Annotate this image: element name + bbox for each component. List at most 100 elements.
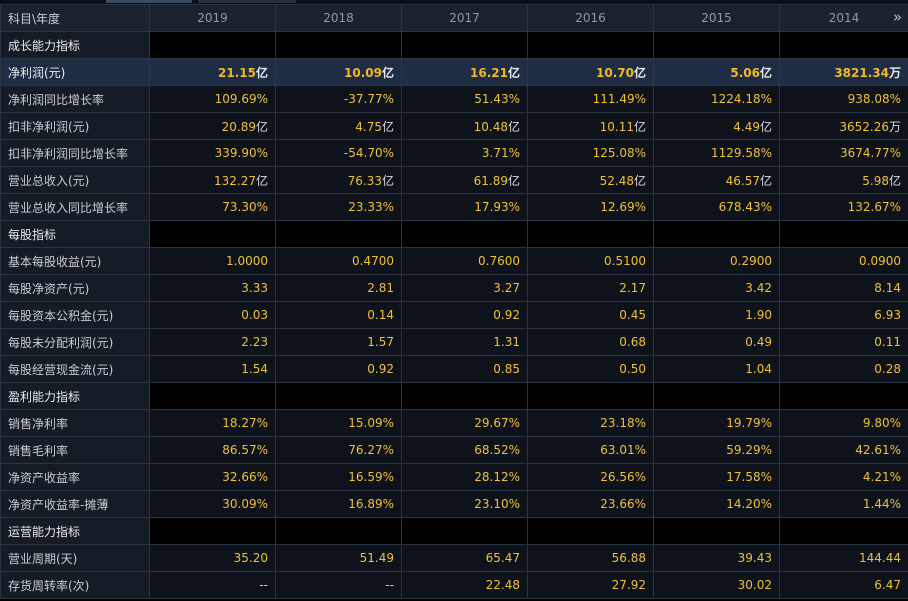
empty-cell <box>527 517 654 545</box>
cell-value: 3674.77% <box>839 146 901 160</box>
cell-value: 0.2900 <box>730 254 772 268</box>
value-cell: 339.90% <box>149 139 276 167</box>
empty-cell <box>653 382 780 410</box>
row-label[interactable]: 净利润(元) <box>0 58 150 86</box>
value-cell: 12.69% <box>527 193 654 221</box>
value-cell: -- <box>149 571 276 599</box>
row-label[interactable]: 净资产收益率 <box>0 463 150 491</box>
cell-value: 17.58% <box>726 470 772 484</box>
row-label[interactable]: 每股经营现金流(元) <box>0 355 150 383</box>
cell-value: 109.69% <box>214 92 268 106</box>
row-label[interactable]: 基本每股收益(元) <box>0 247 150 275</box>
cell-value: 15.09% <box>348 416 394 430</box>
value-cell: 30.09% <box>149 490 276 518</box>
year-header[interactable]: 2018 <box>275 4 402 32</box>
value-cell: 1.44% <box>779 490 908 518</box>
cell-value: 6.93 <box>874 308 901 322</box>
year-header[interactable]: 2017 <box>401 4 528 32</box>
value-cell: 35.20 <box>149 544 276 572</box>
empty-cell <box>275 382 402 410</box>
row-label[interactable]: 每股资本公积金(元) <box>0 301 150 329</box>
year-header[interactable]: 2015 <box>653 4 780 32</box>
cell-unit: 万 <box>888 65 901 80</box>
row-label[interactable]: 每股未分配利润(元) <box>0 328 150 356</box>
value-cell: 22.48 <box>401 571 528 599</box>
section-title: 盈利能力指标 <box>0 382 150 410</box>
value-cell: 15.09% <box>275 409 402 437</box>
value-cell: 18.27% <box>149 409 276 437</box>
cell-value: 0.49 <box>745 335 772 349</box>
year-header-last[interactable]: 2014 » <box>779 4 908 32</box>
cell-value: 30.09% <box>222 497 268 511</box>
value-cell: 17.58% <box>653 463 780 491</box>
value-cell: 9.80% <box>779 409 908 437</box>
cell-value: 339.90% <box>214 146 268 160</box>
cell-unit: 亿 <box>255 65 268 80</box>
tab-indicator[interactable] <box>198 0 296 3</box>
row-label[interactable]: 每股净资产(元) <box>0 274 150 302</box>
empty-cell <box>401 382 528 410</box>
year-header[interactable]: 2016 <box>527 4 654 32</box>
row-label[interactable]: 净资产收益率-摊薄 <box>0 490 150 518</box>
value-cell: 10.11亿 <box>527 112 654 140</box>
row-label[interactable]: 存货周转率(次) <box>0 571 150 599</box>
cell-value: 3821.34 <box>834 65 889 80</box>
value-cell: 125.08% <box>527 139 654 167</box>
value-cell: 16.59% <box>275 463 402 491</box>
row-label[interactable]: 扣非净利润同比增长率 <box>0 139 150 167</box>
cell-value: 2.17 <box>619 281 646 295</box>
cell-value: 39.43 <box>737 551 772 565</box>
value-cell: 5.06亿 <box>653 58 780 86</box>
cell-value: 2.23 <box>241 335 268 349</box>
year-header[interactable]: 2019 <box>149 4 276 32</box>
row-label[interactable]: 净利润同比增长率 <box>0 85 150 113</box>
cell-unit: 亿 <box>381 119 394 134</box>
row-label[interactable]: 销售毛利率 <box>0 436 150 464</box>
table-row: 净资产收益率 32.66% 16.59% 28.12% 26.56% 17.58% 4.21… <box>0 463 908 491</box>
cell-value: 23.33% <box>348 200 394 214</box>
value-cell: 0.2900 <box>653 247 780 275</box>
value-cell: 0.49 <box>653 328 780 356</box>
row-label[interactable]: 销售净利率 <box>0 409 150 437</box>
value-cell: 4.21% <box>779 463 908 491</box>
value-cell: 63.01% <box>527 436 654 464</box>
cell-value: -54.70% <box>343 146 394 160</box>
cell-value: 59.29% <box>726 443 772 457</box>
cell-value: 4.49 <box>733 119 760 134</box>
value-cell: 1.57 <box>275 328 402 356</box>
value-cell: 678.43% <box>653 193 780 221</box>
empty-cell <box>401 517 528 545</box>
value-cell: 23.10% <box>401 490 528 518</box>
cell-unit: 亿 <box>633 65 646 80</box>
section-title: 运营能力指标 <box>0 517 150 545</box>
value-cell: 5.98亿 <box>779 166 908 194</box>
value-cell: 23.18% <box>527 409 654 437</box>
row-label[interactable]: 营业周期(天) <box>0 544 150 572</box>
cell-unit: 亿 <box>255 173 268 188</box>
cell-value: 5.06 <box>730 65 760 80</box>
section-header-row: 盈利能力指标 <box>0 382 908 410</box>
value-cell: 938.08% <box>779 85 908 113</box>
value-cell: 132.27亿 <box>149 166 276 194</box>
cell-unit: 亿 <box>507 173 520 188</box>
row-label[interactable]: 营业总收入同比增长率 <box>0 193 150 221</box>
cell-value: 12.69% <box>600 200 646 214</box>
row-label[interactable]: 营业总收入(元) <box>0 166 150 194</box>
section-header-row: 成长能力指标 <box>0 31 908 59</box>
cell-value: 65.47 <box>485 551 520 565</box>
empty-cell <box>527 220 654 248</box>
value-cell: 0.14 <box>275 301 402 329</box>
double-chevron-right-icon[interactable]: » <box>892 8 902 26</box>
table-row: 销售净利率 18.27% 15.09% 29.67% 23.18% 19.79% 9.80% <box>0 409 908 437</box>
cell-value: 16.21 <box>470 65 508 80</box>
value-cell: 26.56% <box>527 463 654 491</box>
cell-value: 1.44% <box>862 497 901 511</box>
cell-value: -37.77% <box>343 92 394 106</box>
cell-value: 22.48 <box>485 578 520 592</box>
empty-cell <box>653 31 780 59</box>
row-label[interactable]: 扣非净利润(元) <box>0 112 150 140</box>
tab-indicator[interactable] <box>106 0 192 3</box>
cell-value: 14.20% <box>726 497 772 511</box>
value-cell: 23.66% <box>527 490 654 518</box>
cell-value: 10.70 <box>596 65 634 80</box>
